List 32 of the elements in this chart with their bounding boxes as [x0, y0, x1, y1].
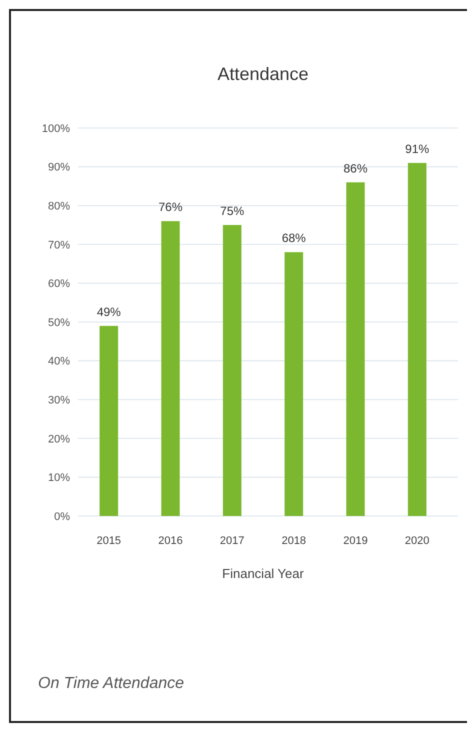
- x-tick-label: 2020: [404, 535, 430, 547]
- y-tick-label: 80%: [48, 200, 70, 212]
- y-tick-label: 10%: [48, 472, 70, 484]
- y-tick-label: 70%: [48, 239, 70, 252]
- x-axis-title: Financial Year: [222, 566, 305, 581]
- data-label: 68%: [282, 231, 306, 246]
- x-tick-label: 2016: [158, 535, 183, 547]
- x-tick-label: 2015: [96, 535, 122, 547]
- y-tick-label: 50%: [48, 316, 70, 329]
- data-label: 76%: [158, 200, 183, 214]
- bar: [346, 182, 365, 516]
- y-tick-label: 30%: [48, 394, 70, 406]
- data-label: 75%: [220, 204, 244, 218]
- data-label: 91%: [405, 142, 430, 156]
- bar: [222, 225, 242, 516]
- bar: [408, 162, 426, 516]
- data-label: 86%: [343, 161, 368, 176]
- x-tick-label: 2018: [282, 535, 306, 547]
- x-tick-label: 2017: [220, 535, 244, 547]
- bar: [284, 252, 304, 516]
- bar: [161, 221, 180, 516]
- bar: [100, 326, 118, 516]
- y-tick-label: 100%: [42, 122, 70, 135]
- y-tick-label: 60%: [48, 278, 70, 290]
- text: On Time Attendance: [38, 675, 184, 692]
- y-tick-label: 90%: [48, 162, 70, 174]
- chart-title: Attendance: [217, 64, 309, 84]
- y-tick-label: 0%: [54, 510, 70, 523]
- y-tick-label: 40%: [48, 356, 70, 368]
- x-tick-label: 2019: [343, 535, 368, 547]
- data-label: 49%: [96, 304, 122, 319]
- y-tick-label: 20%: [48, 433, 70, 446]
